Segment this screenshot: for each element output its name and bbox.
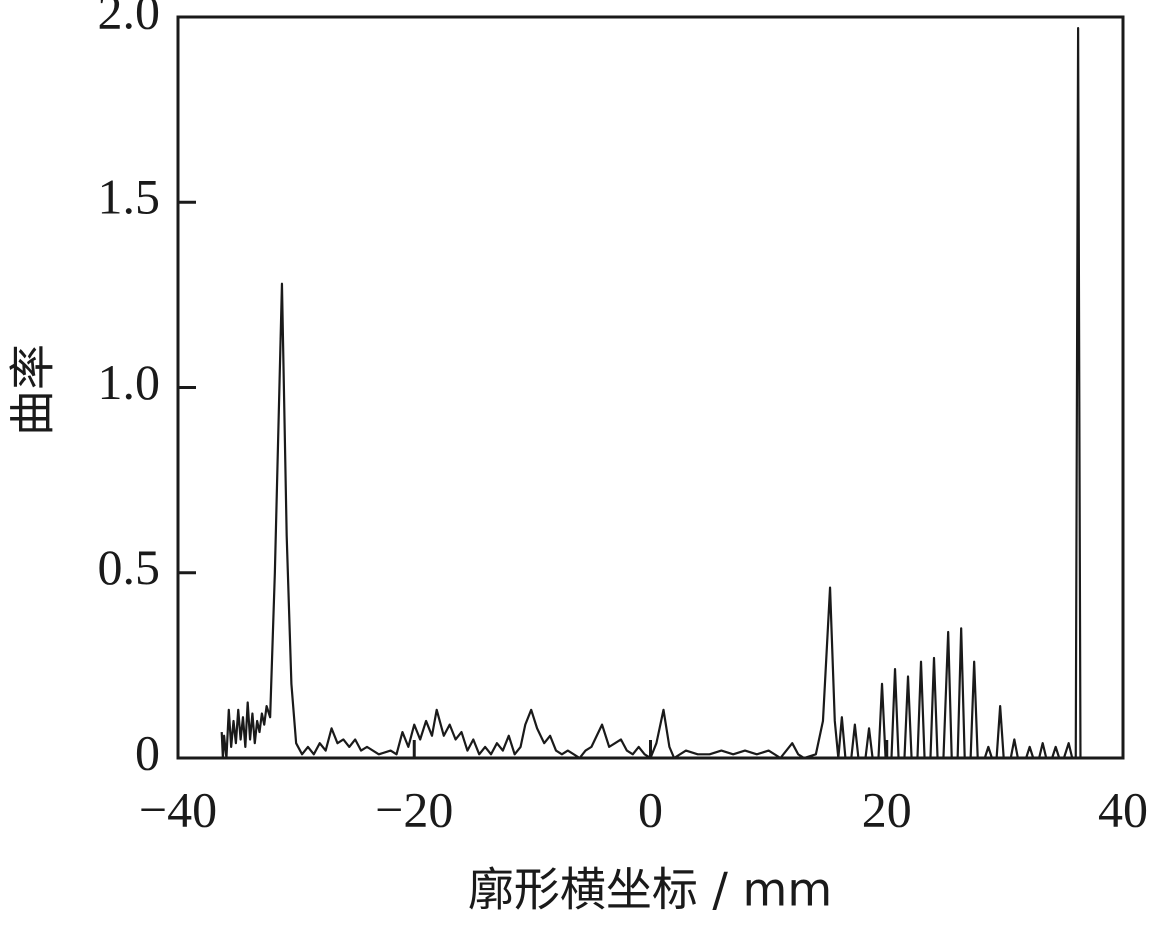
x-tick-label: 40 [1098, 781, 1148, 837]
plot-frame [176, 15, 1125, 760]
y-tick-label: 1.0 [98, 354, 161, 410]
x-axis-label: 廓形横坐标 / mm [468, 863, 832, 917]
x-tick-label: −40 [139, 781, 217, 837]
x-tick-label: 20 [862, 781, 912, 837]
x-tick-label: 0 [638, 781, 663, 837]
y-tick-label: 2.0 [98, 0, 161, 39]
y-tick-label: 0.5 [98, 539, 161, 595]
x-tick-label: −20 [375, 781, 453, 837]
y-tick-label: 1.5 [98, 169, 161, 225]
y-axis-label: 曲率 [6, 344, 60, 436]
curve [220, 27, 1082, 760]
y-tick-label: 0 [135, 724, 160, 780]
